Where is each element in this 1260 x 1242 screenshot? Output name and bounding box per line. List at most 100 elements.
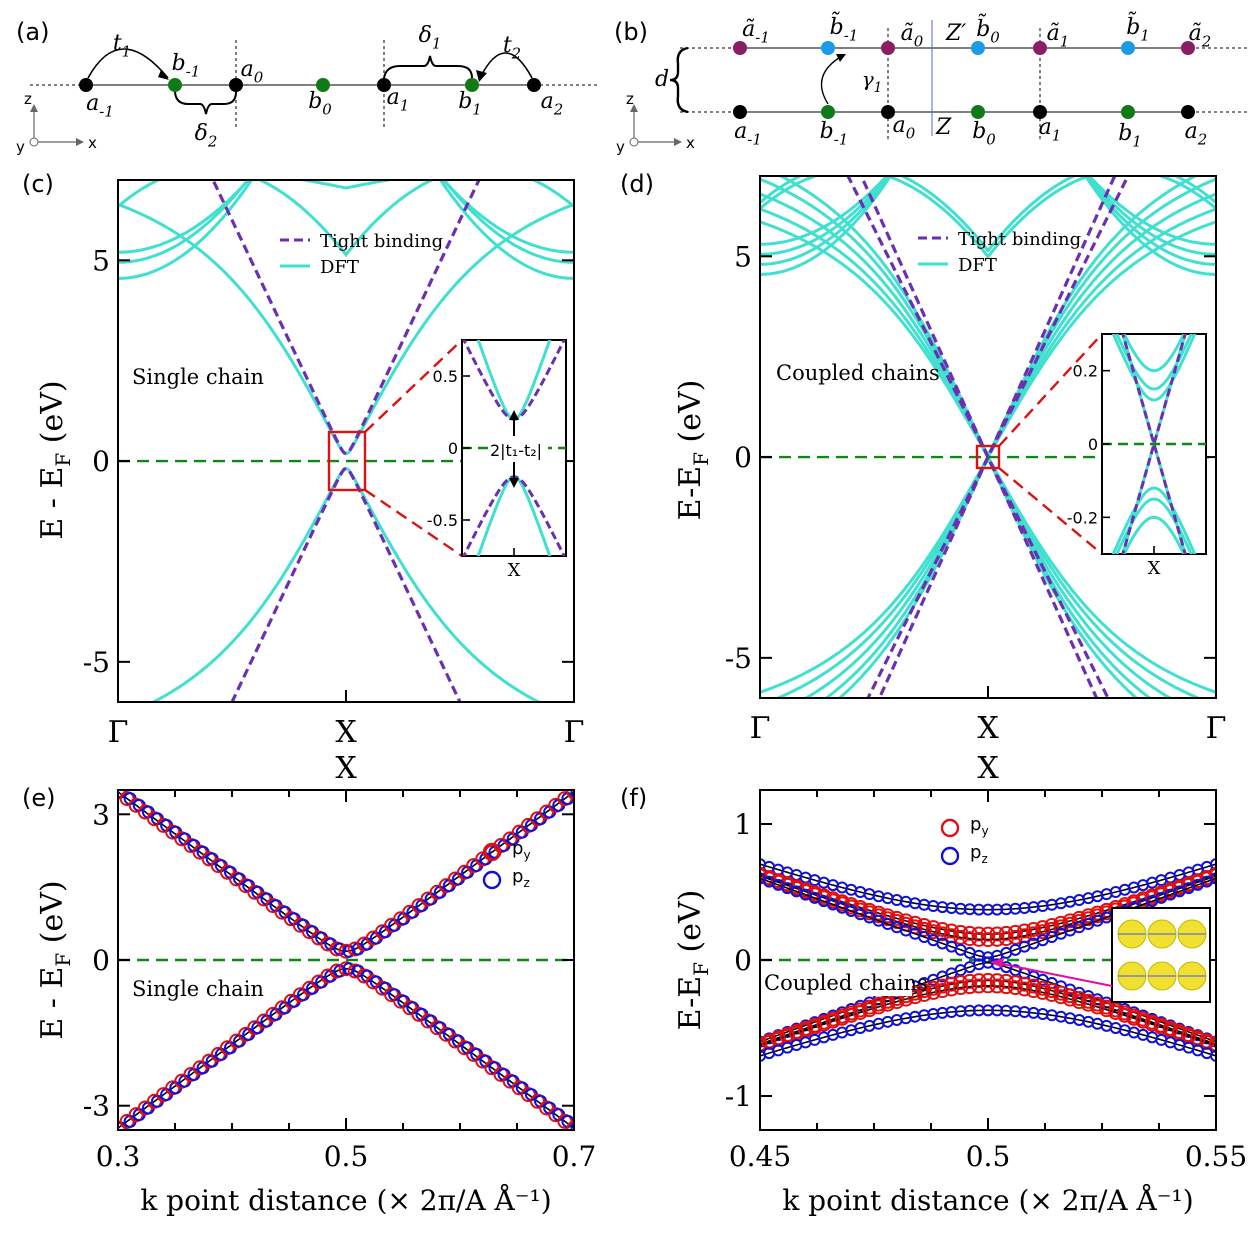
- bottom-site-6: [1181, 105, 1195, 119]
- py-marker: [880, 996, 896, 1012]
- top-site-label-4: ã1: [1047, 21, 1070, 51]
- bottom-site-label-0: a-1: [734, 119, 762, 149]
- py-marker: [1062, 991, 1078, 1007]
- x-axis-label: k point distance (× 2π/A Å⁻¹): [782, 1184, 1193, 1217]
- legend-label-pz: pz: [970, 842, 988, 866]
- bottom-site-3: [971, 105, 985, 119]
- coupling-label: γ1: [862, 67, 883, 96]
- pz-marker: [1210, 872, 1216, 885]
- axis-z-label: z: [24, 90, 32, 108]
- py-marker: [1135, 1013, 1151, 1029]
- panel-b-schematic: (b) ã-1 a-1 b̃-1 b-1 ã0 a0 b̃0 b0 ã1 a1 b̃1 b1 ã2 a2 γ1…: [614, 10, 1250, 156]
- y-tick-label: 0: [92, 944, 110, 977]
- hopping-t2-arc: [479, 52, 533, 79]
- inset-x-tick-label: X: [1148, 558, 1161, 579]
- distance-delta2-label: δ2: [195, 121, 218, 151]
- band-line: [118, 791, 574, 953]
- dft-upper-band: [118, 180, 574, 264]
- py-marker: [1153, 1019, 1169, 1035]
- inset-y-tick-label: 0: [1088, 435, 1098, 454]
- py-marker: [916, 986, 932, 1002]
- site-label-1: b-1: [172, 51, 201, 81]
- plot-area: [760, 176, 1216, 698]
- panel-label-c: (c): [22, 170, 54, 198]
- legend-swatch-py: [940, 818, 960, 838]
- inset-y-tick-label: 0.2: [1073, 362, 1098, 381]
- bottom-site-label-1: b-1: [820, 119, 849, 149]
- py-marker: [1208, 868, 1216, 884]
- py-marker: [1108, 1004, 1124, 1020]
- inset-dft-band: [1115, 497, 1193, 554]
- site-2: [229, 78, 243, 92]
- site-label-5: b1: [458, 89, 482, 119]
- x-tick-label: Γ: [750, 711, 771, 746]
- py-marker: [1080, 996, 1096, 1012]
- py-marker: [1080, 911, 1096, 927]
- top-site-label-2: ã0: [901, 21, 924, 51]
- y-tick-label: -1: [725, 1080, 752, 1113]
- zoom-box: [975, 444, 1001, 470]
- y-axis-label: E-EF (eV): [673, 380, 713, 521]
- top-x-label: X: [977, 751, 999, 786]
- zoom-line: [364, 489, 463, 557]
- dft-upper-band: [760, 176, 1216, 276]
- y-tick-label: 0: [734, 944, 752, 977]
- panel-label-e: (e): [22, 784, 56, 812]
- x-tick-label: Γ: [1206, 711, 1227, 746]
- py-marker: [1089, 908, 1105, 924]
- y-tick-label: -3: [83, 1090, 110, 1123]
- py-marker: [760, 1038, 768, 1054]
- gap-arrowhead: [509, 478, 519, 488]
- py-marker: [825, 1013, 841, 1029]
- site-label-4: a1: [387, 85, 410, 115]
- annotation: Coupled chains: [764, 971, 928, 995]
- py-marker: [1144, 890, 1160, 906]
- py-marker: [834, 896, 850, 912]
- py-marker: [1208, 1038, 1216, 1054]
- py-marker: [825, 893, 841, 909]
- pz-marker: [1210, 858, 1216, 871]
- bottom-site-label-4: a1: [1039, 115, 1062, 145]
- py-marker: [843, 899, 859, 915]
- axis-arrow: [30, 104, 38, 112]
- zoom-box: [327, 430, 367, 492]
- legend-swatch-pz: [482, 870, 502, 890]
- pz-marker: [570, 1122, 574, 1130]
- gap-label: 2|t₁-t₂|: [490, 441, 542, 460]
- py-marker: [852, 1004, 868, 1020]
- site-label-0: a-1: [86, 91, 114, 121]
- py-marker: [760, 868, 768, 884]
- py-marker: [1117, 1007, 1133, 1023]
- site-5: [465, 78, 479, 92]
- axis-arrow: [630, 104, 638, 112]
- axis-arrow: [76, 138, 84, 146]
- dft-upper-band: [118, 180, 574, 254]
- py-marker: [944, 981, 960, 997]
- py-marker: [1016, 981, 1032, 997]
- bottom-site-label-6: a2: [1185, 119, 1208, 149]
- panel-e-orbital-bands: 0.3 0.5 0.7 -3 0 3 Xk point distance (× 2π/A Å…: [22, 751, 596, 1217]
- py-marker: [1126, 1010, 1142, 1026]
- x-tick-label: Γ: [108, 715, 129, 750]
- band-line: [760, 863, 1216, 911]
- y-axis-label: E - EF (eV): [35, 380, 75, 539]
- legend-label-dft: DFT: [958, 255, 997, 276]
- axis-x-label: x: [88, 134, 97, 152]
- panel-label-d: (d): [620, 170, 654, 198]
- axis-y-label: y: [616, 138, 625, 156]
- site-label-3: b0: [308, 89, 332, 119]
- gap-arrowhead: [509, 410, 519, 420]
- dft-upper-band: [760, 176, 1216, 256]
- hopping-t1-arc: [87, 48, 169, 79]
- py-marker: [871, 999, 887, 1015]
- distance-delta1-brace: [383, 55, 473, 79]
- py-marker: [980, 978, 996, 994]
- x-tick-label: Γ: [564, 715, 585, 750]
- dft-upper-band: [760, 176, 1216, 254]
- arrowhead: [158, 70, 169, 80]
- x-tick-label: 0.55: [1185, 1140, 1247, 1173]
- top-site-2: [881, 41, 895, 55]
- py-marker: [861, 1002, 877, 1018]
- plane-label: Z: [935, 115, 952, 140]
- axis-x-label: x: [686, 134, 695, 152]
